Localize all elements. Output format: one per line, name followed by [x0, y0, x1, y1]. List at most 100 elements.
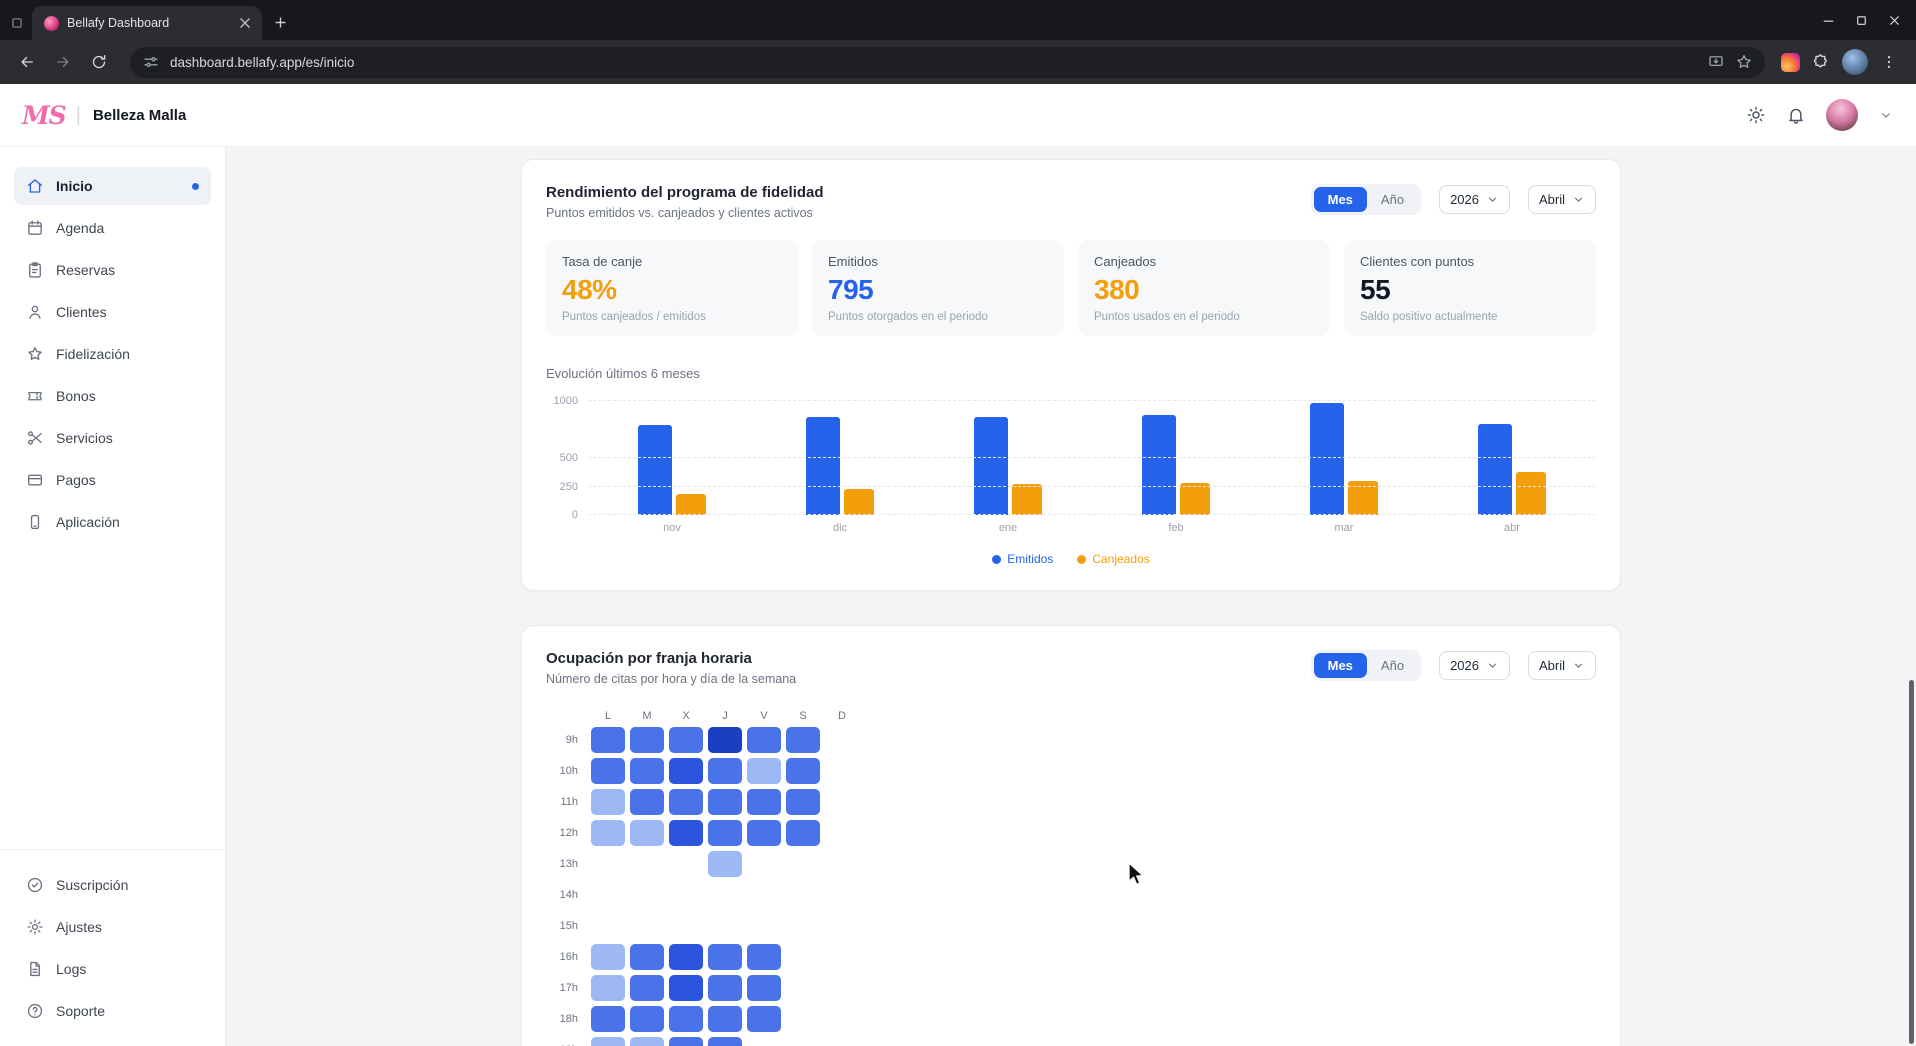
install-app-icon[interactable]: [1707, 53, 1725, 71]
legend-item-canjeados: Canjeados: [1077, 552, 1150, 566]
heatmap-cell-16h-v[interactable]: [747, 944, 781, 970]
browser-menu-icon[interactable]: [1874, 47, 1904, 77]
url-text[interactable]: dashboard.bellafy.app/es/inicio: [170, 54, 355, 70]
close-window-button[interactable]: [1887, 13, 1902, 28]
sidebar-item-suscripcion[interactable]: Suscripción: [14, 866, 211, 904]
user-avatar[interactable]: [1826, 99, 1858, 131]
sidebar-item-fidelizacion[interactable]: Fidelización: [14, 335, 211, 373]
year-select[interactable]: 2026: [1439, 185, 1510, 214]
sidebar-item-logs[interactable]: Logs: [14, 950, 211, 988]
heatmap-cell-10h-x[interactable]: [669, 758, 703, 784]
forward-button[interactable]: [48, 47, 78, 77]
heatmap-cell-11h-v[interactable]: [747, 789, 781, 815]
minimize-window-button[interactable]: [1821, 13, 1836, 28]
sidebar-item-agenda[interactable]: Agenda: [14, 209, 211, 247]
chevron-down-icon[interactable]: [1878, 107, 1894, 123]
heatmap-cell-11h-x[interactable]: [669, 789, 703, 815]
heatmap-cell-16h-j[interactable]: [708, 944, 742, 970]
tab-close-icon[interactable]: [236, 14, 254, 32]
sidebar-item-inicio[interactable]: Inicio: [14, 167, 211, 205]
heatmap-cell-11h-j[interactable]: [708, 789, 742, 815]
toggle-ano[interactable]: Año: [1367, 653, 1418, 678]
toggle-ano[interactable]: Año: [1367, 187, 1418, 212]
heatmap-cell-19h-m[interactable]: [630, 1037, 664, 1046]
heatmap-cell-18h-m[interactable]: [630, 1006, 664, 1032]
heatmap-corner: [546, 702, 586, 722]
heatmap-cell-12h-m[interactable]: [630, 820, 664, 846]
sidebar-item-pagos[interactable]: Pagos: [14, 461, 211, 499]
heatmap-cell-9h-l[interactable]: [591, 727, 625, 753]
heatmap-cell-17h-v[interactable]: [747, 975, 781, 1001]
heatmap-cell-19h-x[interactable]: [669, 1037, 703, 1046]
heatmap-cell-11h-l[interactable]: [591, 789, 625, 815]
heatmap-cell-16h-l[interactable]: [591, 944, 625, 970]
address-bar[interactable]: dashboard.bellafy.app/es/inicio: [130, 46, 1765, 78]
new-tab-icon[interactable]: [272, 14, 289, 31]
heatmap-cell-17h-j[interactable]: [708, 975, 742, 1001]
sidebar-item-servicios[interactable]: Servicios: [14, 419, 211, 457]
heatmap-cell-9h-j[interactable]: [708, 727, 742, 753]
month-select[interactable]: Abril: [1527, 185, 1596, 214]
page-scrollbar-thumb[interactable]: [1909, 680, 1914, 1044]
legend-label: Canjeados: [1092, 552, 1150, 566]
site-info-icon[interactable]: [142, 53, 160, 71]
heatmap-hour-label-18h: 18h: [559, 1013, 578, 1025]
heatmap-cell-17h-l[interactable]: [591, 975, 625, 1001]
theme-toggle-icon[interactable]: [1746, 105, 1766, 125]
heatmap-cell-10h-s[interactable]: [786, 758, 820, 784]
toggle-mes[interactable]: Mes: [1313, 653, 1367, 678]
heatmap-cell-16h-x[interactable]: [669, 944, 703, 970]
sidebar-item-soporte[interactable]: Soporte: [14, 992, 211, 1030]
bookmark-star-icon[interactable]: [1735, 53, 1753, 71]
heatmap-cell-10h-j[interactable]: [708, 758, 742, 784]
heatmap-cell-12h-j[interactable]: [708, 820, 742, 846]
maximize-window-button[interactable]: [1854, 13, 1869, 28]
browser-tab[interactable]: Bellafy Dashboard: [32, 6, 262, 40]
toggle-mes[interactable]: Mes: [1313, 187, 1367, 212]
year-select[interactable]: 2026: [1439, 651, 1510, 680]
legend-dot: [992, 554, 1002, 564]
heatmap-cell-9h-x[interactable]: [669, 727, 703, 753]
stat-value: 48%: [562, 274, 617, 305]
heatmap-cell-9h-s[interactable]: [786, 727, 820, 753]
heatmap-cell-12h-l[interactable]: [591, 820, 625, 846]
heatmap-cell-19h-j[interactable]: [708, 1037, 742, 1046]
heatmap-cell-10h-m[interactable]: [630, 758, 664, 784]
notifications-bell-icon[interactable]: [1786, 105, 1806, 125]
heatmap-cell-19h-l[interactable]: [591, 1037, 625, 1046]
occupancy-period-controls: Mes Año 2026 Abril: [1310, 650, 1596, 681]
sidebar-item-bonos[interactable]: Bonos: [14, 377, 211, 415]
heatmap-cell-12h-s[interactable]: [786, 820, 820, 846]
heatmap-cell-18h-j[interactable]: [708, 1006, 742, 1032]
heatmap-cell-18h-l[interactable]: [591, 1006, 625, 1032]
heatmap-cell-11h-s[interactable]: [786, 789, 820, 815]
heatmap-cell-11h-m[interactable]: [630, 789, 664, 815]
heatmap-cell-13h-j[interactable]: [708, 851, 742, 877]
heatmap-cell-10h-l[interactable]: [591, 758, 625, 784]
heatmap-cell-9h-v[interactable]: [747, 727, 781, 753]
heatmap-cell-18h-x[interactable]: [669, 1006, 703, 1032]
extension-icon[interactable]: [1781, 52, 1800, 72]
heatmap-cell-10h-v[interactable]: [747, 758, 781, 784]
heatmap-cell-19h-d: [825, 1037, 859, 1046]
y-tick-label: 250: [559, 480, 578, 493]
window-menu-icon[interactable]: [10, 16, 24, 30]
sidebar-item-reservas[interactable]: Reservas: [14, 251, 211, 289]
heatmap-cell-18h-v[interactable]: [747, 1006, 781, 1032]
reload-button[interactable]: [84, 47, 114, 77]
loyalty-card-title: Rendimiento del programa de fidelidad: [546, 184, 824, 201]
heatmap-cell-17h-x[interactable]: [669, 975, 703, 1001]
browser-profile-avatar[interactable]: [1842, 49, 1868, 75]
heatmap-cell-12h-x[interactable]: [669, 820, 703, 846]
heatmap-cell-12h-v[interactable]: [747, 820, 781, 846]
minimize-icon: [1823, 20, 1834, 22]
extensions-puzzle-icon[interactable]: [1806, 47, 1836, 77]
month-select[interactable]: Abril: [1527, 651, 1596, 680]
sidebar-item-clientes[interactable]: Clientes: [14, 293, 211, 331]
heatmap-cell-9h-m[interactable]: [630, 727, 664, 753]
back-button[interactable]: [12, 47, 42, 77]
sidebar-item-aplicacion[interactable]: Aplicación: [14, 503, 211, 541]
sidebar-item-ajustes[interactable]: Ajustes: [14, 908, 211, 946]
heatmap-cell-17h-m[interactable]: [630, 975, 664, 1001]
heatmap-cell-16h-m[interactable]: [630, 944, 664, 970]
